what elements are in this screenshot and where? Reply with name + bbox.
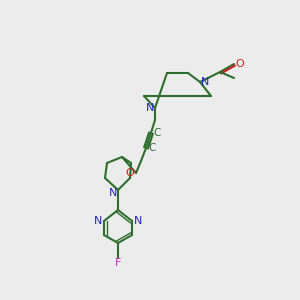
Text: C: C (148, 143, 156, 153)
Text: O: O (236, 59, 244, 69)
Text: N: N (146, 103, 154, 113)
Text: N: N (109, 188, 117, 198)
Text: O: O (126, 168, 134, 178)
Text: C: C (153, 128, 161, 138)
Text: N: N (134, 216, 142, 226)
Text: F: F (115, 258, 121, 268)
Text: N: N (94, 216, 102, 226)
Text: N: N (201, 77, 209, 87)
